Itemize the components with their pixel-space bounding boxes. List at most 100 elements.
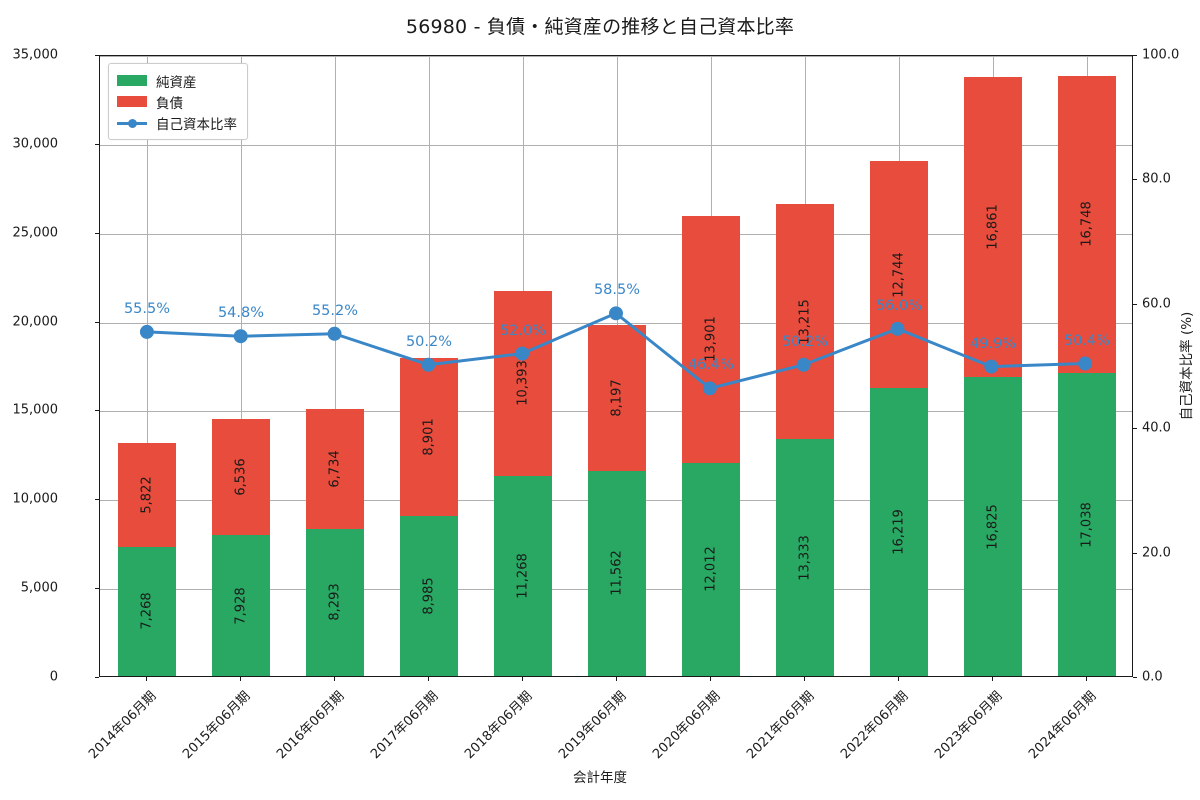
bar-segment-equity[interactable]: 11,268	[493, 475, 553, 676]
x-axis-tick-mark	[522, 677, 523, 681]
ratio-value-label: 50.4%	[1063, 332, 1111, 349]
ratio-data-point[interactable]	[702, 381, 717, 396]
y-axis-left-tick-label: 25,000	[12, 225, 59, 241]
legend-label-ratio: 自己資本比率	[156, 116, 237, 133]
ratio-data-point[interactable]	[890, 321, 905, 336]
bar-segment-liability[interactable]: 6,734	[305, 408, 365, 529]
x-axis-tick-label: 2015年06月期	[180, 688, 254, 763]
bar-stack[interactable]: 11,268 10,393	[493, 291, 553, 676]
bar-stack[interactable]: 12,012 13,901	[681, 215, 741, 676]
x-axis-tick-label: 2017年06月期	[368, 688, 442, 763]
ratio-value-label: 49.9%	[969, 335, 1017, 352]
bar-segment-liability[interactable]: 16,748	[1057, 75, 1117, 374]
ratio-data-point[interactable]	[609, 306, 623, 321]
bar-segment-equity[interactable]: 16,219	[869, 387, 929, 676]
y-axis-left-tick-label: 20,000	[12, 314, 59, 330]
legend-item-liability[interactable]: 負債	[117, 91, 237, 112]
y-axis-left-tick-mark	[95, 232, 99, 234]
x-axis-tick-mark	[710, 677, 711, 681]
ratio-value-label: 55.5%	[123, 300, 171, 317]
bar-segment-liability[interactable]: 13,901	[681, 215, 741, 463]
bar-segment-equity[interactable]: 13,333	[775, 439, 835, 676]
y-axis-left-tick-label: 30,000	[12, 136, 59, 152]
x-axis-tick-mark	[428, 677, 429, 681]
bar-segment-liability[interactable]: 8,901	[399, 358, 459, 517]
gridline-horizontal	[100, 56, 1132, 57]
ratio-value-label: 56.0%	[875, 297, 923, 314]
y-axis-right-tick-mark	[1133, 179, 1137, 181]
ratio-data-point[interactable]	[233, 329, 248, 344]
ratio-data-point[interactable]	[327, 326, 342, 341]
ratio-data-point[interactable]	[796, 357, 811, 372]
ratio-data-point[interactable]	[984, 359, 999, 374]
bar-stack[interactable]: 7,268 5,822	[117, 443, 177, 676]
x-axis-tick-mark	[240, 677, 241, 681]
y-axis-left-tick-mark	[95, 499, 99, 501]
bar-stack[interactable]: 16,219 12,744	[869, 161, 929, 676]
legend-item-ratio[interactable]: 自己資本比率	[117, 112, 237, 133]
bar-stack[interactable]: 7,928 6,536	[211, 418, 271, 676]
y-axis-left-tick-mark	[95, 410, 99, 412]
y-axis-right-tick-label: 60.0	[1142, 296, 1171, 312]
y-axis-right-tick-mark	[1133, 552, 1137, 554]
bar-segment-liability[interactable]: 10,393	[493, 291, 553, 476]
liability-swatch-icon	[117, 96, 147, 107]
y-axis-left-tick-mark	[95, 321, 99, 323]
y-axis-right-tick-label: 100.0	[1142, 47, 1180, 63]
y-axis-left-tick-mark	[95, 677, 99, 678]
bar-segment-equity[interactable]: 12,012	[681, 462, 741, 676]
bar-segment-liability[interactable]: 12,744	[869, 161, 929, 388]
ratio-line-series	[139, 306, 1093, 396]
bar-segment-equity[interactable]: 11,562	[587, 470, 647, 676]
y-axis-left-tick-mark	[95, 588, 99, 590]
page-title: 56980 - 負債・純資産の推移と自己資本比率	[405, 16, 795, 38]
y-axis-right-title: 自己資本比率 (%)	[1179, 311, 1195, 421]
ratio-line-marker-icon	[117, 117, 147, 128]
ratio-data-point[interactable]	[1078, 356, 1093, 371]
bar-segment-liability[interactable]: 6,536	[211, 418, 271, 536]
legend-label-equity: 純資産	[156, 74, 197, 91]
ratio-value-label: 54.8%	[217, 305, 265, 322]
bar-segment-equity[interactable]: 7,928	[211, 535, 271, 676]
legend-item-equity[interactable]: 純資産	[117, 70, 237, 91]
bar-stack[interactable]: 13,333 13,215	[775, 204, 835, 676]
y-axis-left-tick-label: 5,000	[20, 580, 58, 596]
bar-stack[interactable]: 8,985 8,901	[399, 358, 459, 676]
bar-segment-equity[interactable]: 17,038	[1057, 373, 1117, 676]
ratio-value-label: 58.5%	[593, 282, 641, 299]
x-axis-tick-label: 2018年06月期	[462, 688, 536, 763]
x-axis-tick-label: 2016年06月期	[274, 688, 348, 763]
bar-stack[interactable]: 16,825 16,861	[963, 77, 1023, 676]
bar-segment-equity[interactable]: 16,825	[963, 377, 1023, 676]
x-axis-tick-label: 2019年06月期	[556, 688, 630, 763]
gridline-horizontal	[100, 144, 1132, 146]
x-axis-tick-mark	[898, 677, 899, 681]
bar-segment-equity[interactable]: 7,268	[117, 546, 177, 676]
bar-segment-equity[interactable]: 8,985	[399, 516, 459, 676]
ratio-value-label: 46.4%	[687, 357, 735, 374]
x-axis-tick-mark	[1086, 677, 1087, 681]
ratio-data-point[interactable]	[515, 346, 530, 361]
y-axis-left-tick-label: 15,000	[12, 402, 59, 418]
ratio-data-point[interactable]	[421, 357, 436, 372]
x-axis-tick-mark	[992, 677, 993, 681]
ratio-value-label: 52.0%	[499, 322, 547, 339]
legend[interactable]: 純資産 負債 自己資本比率	[108, 63, 248, 140]
bar-segment-liability[interactable]: 8,197	[587, 324, 647, 471]
y-axis-right-tick-label: 80.0	[1142, 171, 1171, 187]
bar-stack[interactable]: 17,038 16,748	[1057, 75, 1117, 676]
ratio-data-point[interactable]	[139, 324, 154, 339]
bar-stack[interactable]: 11,562 8,197	[587, 324, 647, 676]
gridline-vertical	[147, 56, 148, 676]
ratio-value-label: 50.2%	[405, 333, 453, 350]
bar-segment-liability[interactable]: 13,215	[775, 204, 835, 440]
x-axis-tick-mark	[616, 677, 617, 681]
bar-segment-liability[interactable]: 5,822	[117, 443, 177, 547]
bar-segment-liability[interactable]: 16,861	[963, 77, 1023, 377]
bar-stack[interactable]: 8,293 6,734	[305, 408, 365, 676]
y-axis-left-tick-label: 0	[49, 669, 58, 685]
gridline-vertical	[335, 56, 336, 676]
bar-segment-equity[interactable]: 8,293	[305, 528, 365, 676]
gridline-horizontal	[100, 233, 1132, 235]
